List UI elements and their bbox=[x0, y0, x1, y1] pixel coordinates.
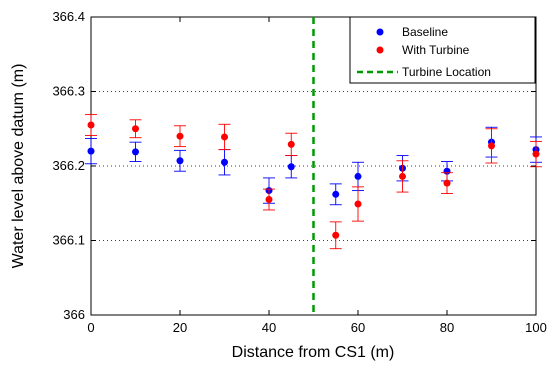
legend-label-turbine-location: Turbine Location bbox=[402, 65, 491, 79]
data-point-with-turbine bbox=[218, 123, 231, 151]
x-ticks: 0 20 40 60 80 100 bbox=[87, 17, 547, 335]
data-point-baseline bbox=[174, 149, 186, 172]
marker-with-turbine bbox=[87, 121, 95, 129]
marker-with-turbine bbox=[287, 140, 295, 148]
y-tick-label: 366.3 bbox=[52, 84, 85, 99]
data-point-with-turbine bbox=[441, 172, 453, 195]
marker-with-turbine bbox=[132, 125, 139, 133]
marker-with-turbine bbox=[354, 200, 362, 208]
legend-marker-baseline bbox=[376, 28, 384, 36]
y-ticks: 366 366.1 366.2 366.3 366.4 bbox=[52, 9, 536, 322]
y-tick-label: 366.1 bbox=[52, 233, 85, 248]
marker-baseline bbox=[354, 172, 362, 180]
x-tick-label: 60 bbox=[351, 320, 365, 335]
marker-with-turbine bbox=[332, 231, 340, 239]
x-tick-label: 80 bbox=[440, 320, 454, 335]
legend-marker-with-turbine bbox=[376, 46, 384, 54]
data-point-with-turbine bbox=[263, 188, 275, 211]
data-marks bbox=[85, 114, 542, 250]
data-point-with-turbine bbox=[85, 114, 97, 136]
marker-with-turbine bbox=[443, 179, 451, 187]
data-point-with-turbine bbox=[396, 160, 409, 193]
data-point-with-turbine bbox=[485, 128, 498, 164]
legend-label-with-turbine: With Turbine bbox=[402, 43, 470, 57]
x-tick-label: 100 bbox=[525, 320, 547, 335]
data-point-with-turbine bbox=[352, 186, 364, 222]
marker-baseline bbox=[221, 158, 228, 166]
marker-with-turbine bbox=[399, 172, 406, 180]
data-point-with-turbine bbox=[329, 221, 342, 250]
y-tick-label: 366.2 bbox=[52, 158, 85, 173]
marker-with-turbine bbox=[532, 150, 540, 158]
x-tick-label: 40 bbox=[262, 320, 276, 335]
legend-label-baseline: Baseline bbox=[402, 25, 448, 39]
marker-baseline bbox=[132, 148, 139, 156]
marker-with-turbine bbox=[176, 132, 184, 140]
marker-with-turbine bbox=[488, 142, 495, 150]
data-point-baseline bbox=[85, 137, 97, 165]
marker-with-turbine bbox=[221, 133, 228, 141]
y-axis-label: Water level above datum (m) bbox=[10, 64, 27, 269]
x-tick-label: 0 bbox=[87, 320, 94, 335]
data-point-baseline bbox=[129, 141, 142, 162]
marker-baseline bbox=[332, 190, 340, 198]
data-point-baseline bbox=[329, 183, 342, 206]
data-point-with-turbine bbox=[285, 132, 298, 157]
data-point-with-turbine bbox=[530, 140, 542, 168]
y-tick-label: 366 bbox=[63, 307, 85, 322]
marker-baseline bbox=[176, 157, 184, 165]
y-tick-label: 366.4 bbox=[52, 9, 85, 24]
marker-with-turbine bbox=[265, 196, 273, 204]
data-point-with-turbine bbox=[174, 125, 186, 148]
marker-baseline bbox=[87, 147, 95, 155]
data-point-with-turbine bbox=[129, 119, 142, 139]
legend: Baseline With Turbine Turbine Location bbox=[349, 16, 536, 84]
x-axis-label: Distance from CS1 (m) bbox=[232, 344, 395, 361]
x-tick-label: 20 bbox=[173, 320, 187, 335]
marker-baseline bbox=[287, 163, 295, 171]
